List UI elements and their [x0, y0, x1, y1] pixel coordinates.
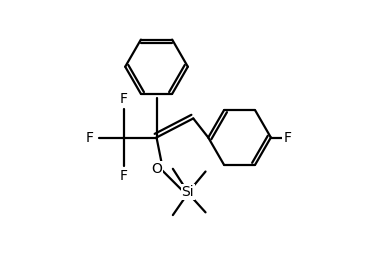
Text: F: F: [86, 131, 94, 144]
Text: F: F: [120, 92, 128, 106]
Text: O: O: [151, 162, 162, 176]
Text: F: F: [283, 131, 291, 144]
Text: Si: Si: [181, 185, 194, 199]
Text: F: F: [120, 169, 128, 183]
